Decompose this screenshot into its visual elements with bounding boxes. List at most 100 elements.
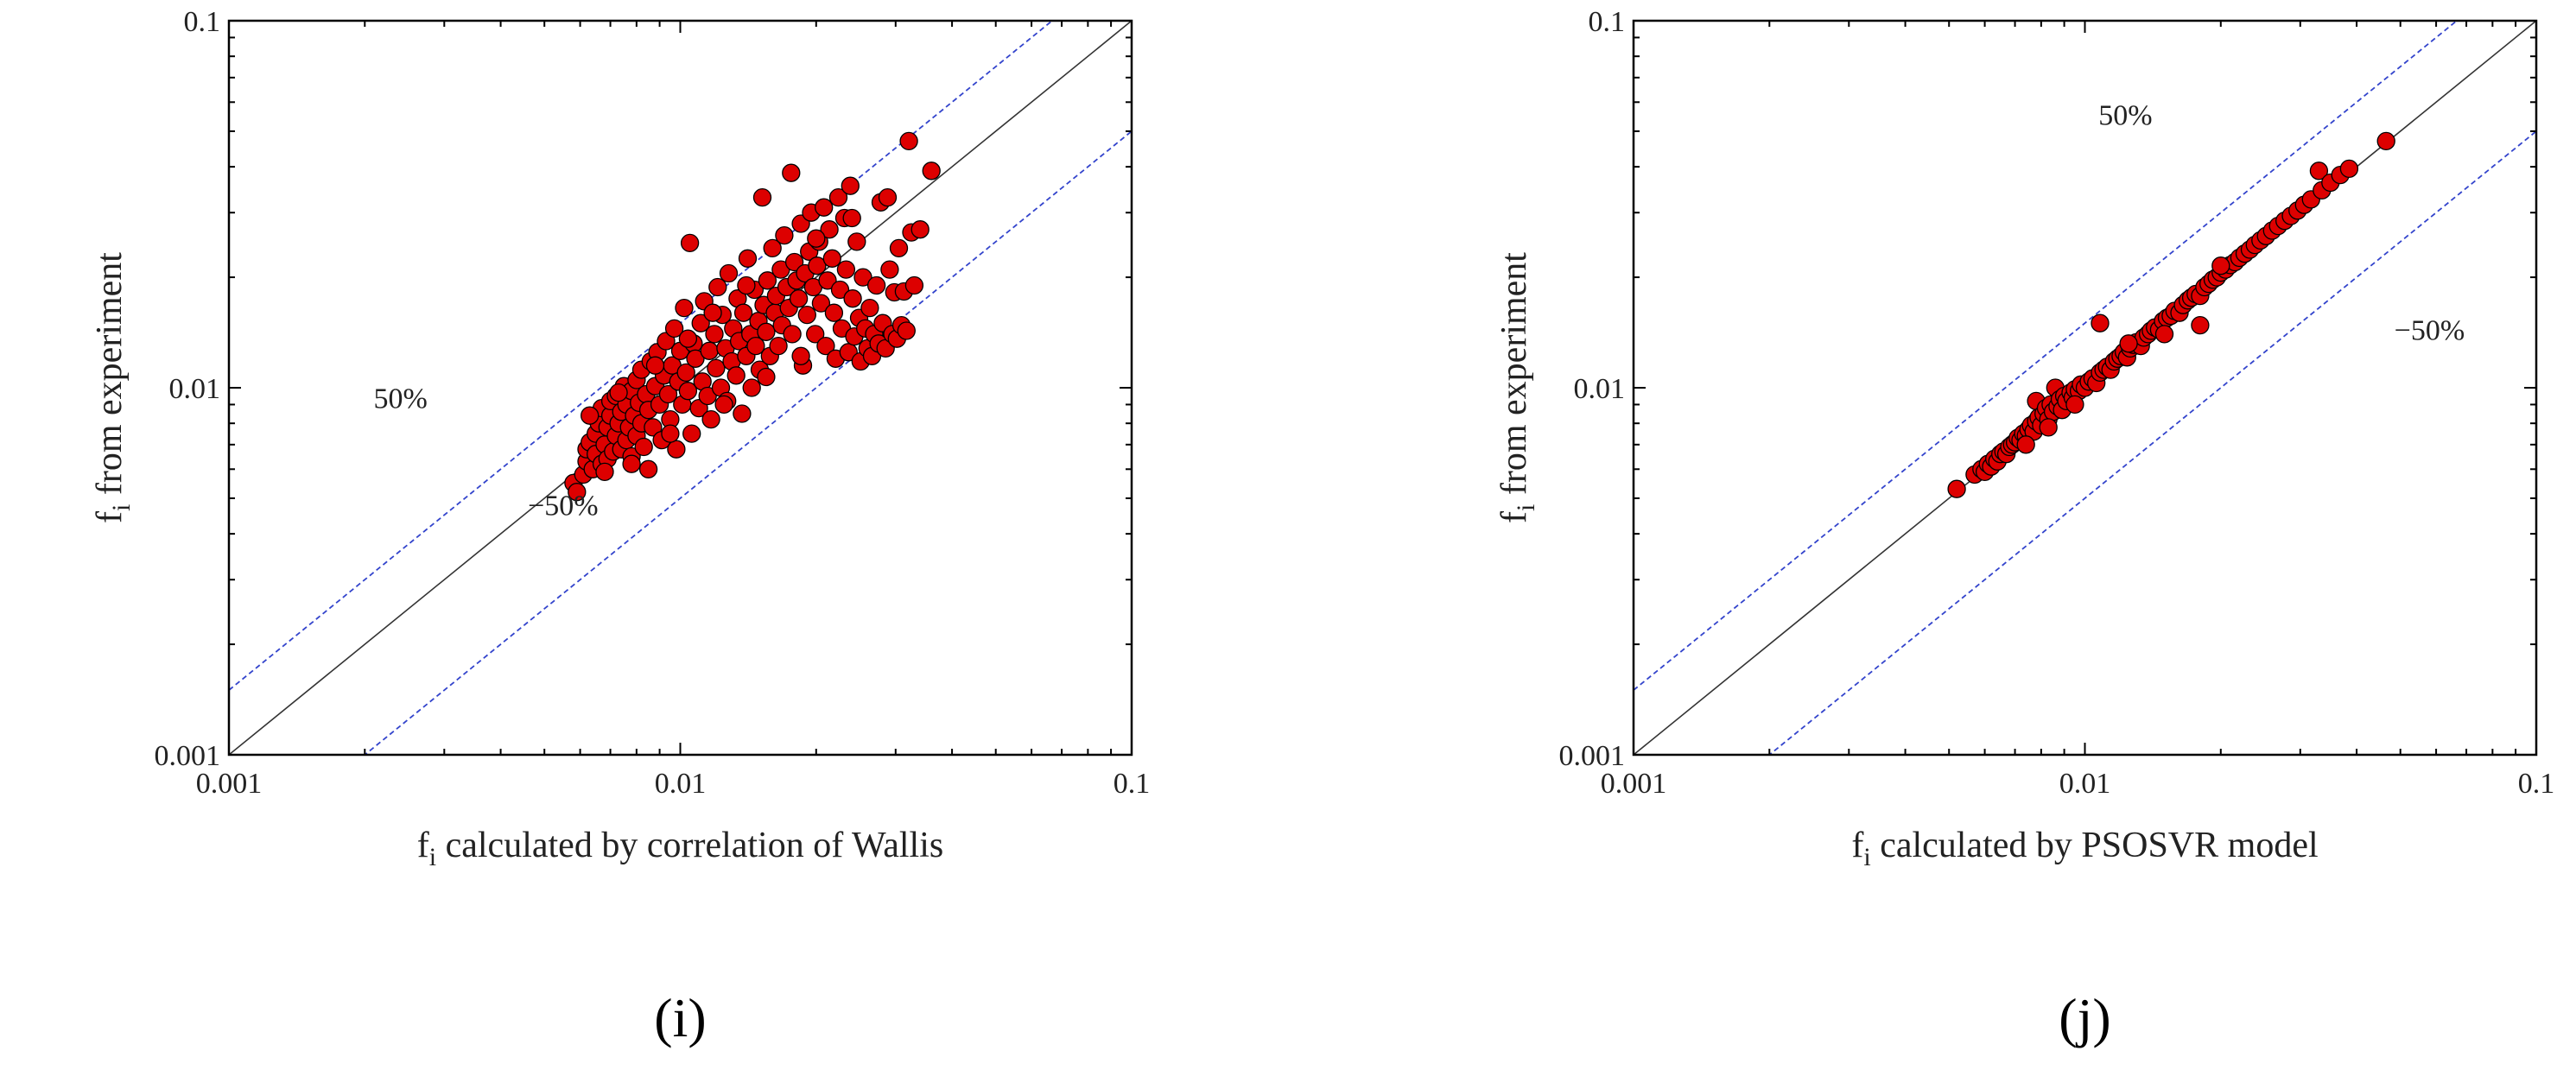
panel-label: (i) [654, 987, 706, 1048]
y-tick-label: 0.01 [1574, 373, 1626, 405]
data-point [714, 395, 733, 415]
x-label-main: f [1851, 826, 1863, 865]
data-point [815, 198, 834, 217]
data-point [645, 356, 665, 375]
data-point [2211, 256, 2230, 275]
data-point [700, 341, 719, 360]
data-point [842, 208, 861, 228]
panel-label: (j) [2059, 987, 2110, 1048]
data-point [784, 252, 804, 272]
data-point [682, 424, 701, 443]
x-tick-label: 0.001 [196, 768, 263, 800]
data-point [2376, 131, 2395, 151]
data-point [2065, 395, 2084, 415]
y-tick-label: 0.1 [184, 6, 221, 38]
data-point [664, 319, 684, 339]
x-tick-label: 0.1 [1114, 768, 1151, 800]
data-point [782, 163, 801, 182]
scatter-points [1947, 131, 2395, 498]
data-point [676, 363, 695, 383]
data-point [686, 349, 705, 368]
data-point [808, 256, 827, 275]
x-tick-label: 0.1 [2518, 768, 2555, 800]
data-point [2039, 418, 2058, 437]
y-label-main: f [1494, 511, 1534, 523]
data-point [818, 271, 837, 290]
data-point [757, 322, 776, 341]
data-point [2119, 334, 2138, 353]
x-label-rest: calculated by PSOSVR model [1871, 826, 2319, 865]
data-point [698, 386, 717, 406]
y-label-sub: i [1512, 504, 1540, 511]
data-point [703, 303, 722, 322]
y-tick-label: 0.001 [1559, 740, 1626, 772]
x-tick-label: 0.001 [1601, 768, 1667, 800]
data-point [904, 275, 924, 295]
y-tick-label: 0.01 [169, 373, 221, 405]
data-point [828, 187, 848, 207]
annotation-plus50: 50% [373, 383, 427, 415]
data-point [758, 271, 777, 290]
data-point [807, 229, 826, 248]
y-tick-label: 0.1 [1589, 6, 1626, 38]
data-point [899, 131, 918, 151]
data-point [701, 409, 720, 429]
data-point [705, 325, 724, 344]
data-point [742, 378, 761, 397]
data-point [853, 268, 872, 287]
x-axis-label: fi calculated by correlation of Wallis [417, 826, 943, 871]
data-point [581, 406, 600, 425]
data-point [830, 280, 850, 300]
y-axis-label: fi from experiment [1494, 252, 1540, 523]
data-point [634, 437, 653, 457]
data-point [661, 424, 680, 443]
annotation-minus50: −50% [528, 490, 599, 522]
data-point [719, 263, 739, 283]
data-point [816, 336, 835, 356]
data-point [820, 220, 839, 239]
data-point [738, 249, 758, 268]
y-axis-label: fi from experiment [90, 252, 136, 523]
data-point [824, 303, 844, 322]
data-point [797, 305, 816, 325]
data-point [2154, 325, 2174, 344]
data-point [2339, 159, 2359, 179]
data-point [757, 367, 776, 387]
data-point [836, 260, 856, 279]
data-point [609, 383, 628, 402]
axis-ticks: 0.001 0.01 0.1 0.001 0.01 0.1 [155, 6, 1151, 800]
data-point [638, 459, 658, 478]
annotation-plus50: 50% [2098, 100, 2152, 132]
reference-line-plus50 [1634, 21, 2459, 691]
y-label-main: f [90, 511, 130, 523]
data-point [775, 225, 794, 245]
data-point [678, 382, 698, 401]
data-point [811, 294, 831, 313]
data-point [708, 277, 727, 297]
data-point [733, 303, 753, 322]
data-point [843, 289, 862, 308]
data-point [752, 187, 772, 207]
axis-ticks: 0.001 0.01 0.1 0.001 0.01 0.1 [1559, 6, 2555, 800]
data-point [897, 321, 916, 340]
data-point [737, 275, 756, 295]
data-point [726, 366, 746, 385]
data-point [922, 161, 941, 180]
data-point [910, 220, 930, 239]
data-point [568, 483, 587, 502]
data-point [644, 418, 663, 437]
data-point [880, 260, 899, 279]
data-point [769, 336, 788, 356]
scatter-points [564, 131, 941, 502]
data-point [622, 454, 641, 473]
data-point [847, 232, 866, 251]
data-point [658, 384, 678, 404]
data-point [789, 289, 809, 308]
data-point [860, 298, 879, 318]
y-tick-label: 0.001 [155, 740, 221, 772]
reference-lines [1634, 21, 2536, 755]
y-label-sub: i [107, 504, 136, 511]
data-point [783, 325, 802, 344]
